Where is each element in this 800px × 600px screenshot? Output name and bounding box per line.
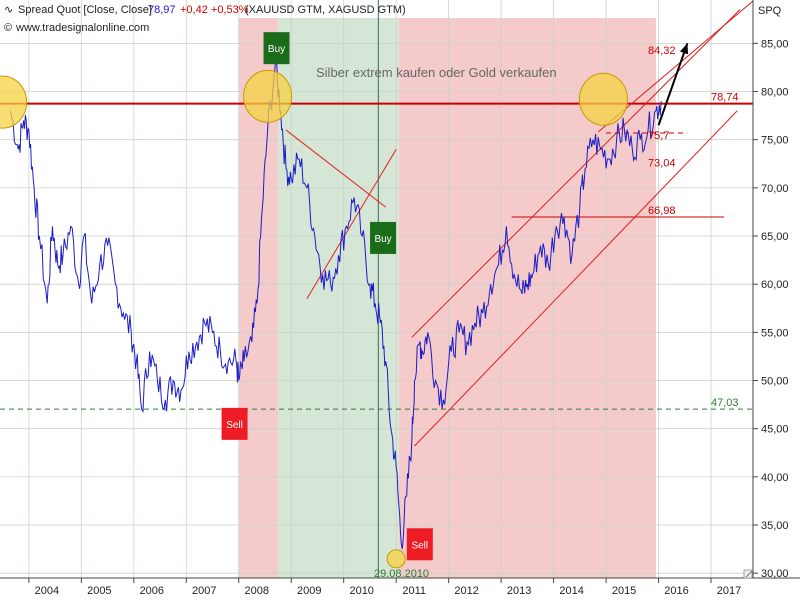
- y-tick-label-9: 75,00: [761, 135, 789, 147]
- x-axis-ticks: 2004 2005 2006 2007 2008 2009 2010 2011 2012 2013…: [28, 578, 741, 597]
- level-label-5: 47,03: [711, 397, 739, 409]
- x-tick-label-2012: 2012: [454, 585, 478, 597]
- x-tick-label-2011: 2011: [402, 585, 426, 597]
- y-tick-label-1: 35,00: [761, 520, 789, 532]
- header-change: +0,42 +0,53%: [180, 4, 249, 16]
- x-tick-label-2007: 2007: [192, 585, 216, 597]
- highlight-circle-0: [0, 75, 28, 129]
- x-tick-label-2013: 2013: [507, 585, 531, 597]
- x-tick-label-2004: 2004: [35, 585, 59, 597]
- x-tick-label-2010: 2010: [349, 585, 373, 597]
- level-label-2: 75,7: [648, 130, 669, 142]
- trend-line-2: [411, 9, 741, 338]
- header-symbols: (XAUUSD GTM, XAGUSD GTM): [245, 4, 406, 16]
- strategy-note: Silber extrem kaufen oder Gold verkaufen: [316, 65, 557, 80]
- x-tick-label-2017: 2017: [717, 585, 741, 597]
- header-last-value: 78,97: [148, 4, 176, 16]
- trend-line-3: [414, 110, 738, 447]
- y-axis-ticks: 30,00 35,00 40,00 45,00 50,00 55,00 60,00 65,00…: [753, 38, 789, 580]
- level-label-4: 66,98: [648, 205, 676, 217]
- website-label: www.tradesignalonline.com: [15, 22, 149, 34]
- signal-box-0: [263, 32, 290, 65]
- signal-label-0: Buy: [268, 44, 285, 55]
- grid-lines: [0, 0, 753, 578]
- zone-1: [278, 18, 399, 578]
- resize-grip-icon[interactable]: [743, 569, 753, 579]
- signal-box-3: [406, 528, 433, 561]
- signal-label-2: Sell: [226, 420, 243, 431]
- copyright-icon: ©: [4, 22, 12, 34]
- y-tick-label-3: 45,00: [761, 424, 789, 436]
- y-tick-label-10: 80,00: [761, 87, 789, 99]
- level-label-1: 78,74: [711, 92, 739, 104]
- x-tick-label-2005: 2005: [87, 585, 111, 597]
- x-tick-label-2014: 2014: [559, 585, 583, 597]
- axis-symbol-label: SPQ: [758, 5, 782, 17]
- resize-grip-mark: [745, 570, 753, 578]
- forecast-arrow: [657, 43, 689, 126]
- signal-box-1: [370, 221, 397, 254]
- signal-sell-2[interactable]: Sell: [221, 407, 248, 440]
- signal-markers[interactable]: Buy Buy Sell Sell: [221, 32, 433, 561]
- x-tick-label-2016: 2016: [664, 585, 688, 597]
- highlight-circle-3: [386, 549, 406, 569]
- x-tick-label-2015: 2015: [612, 585, 636, 597]
- signal-sell-3[interactable]: Sell: [406, 528, 433, 561]
- y-tick-label-8: 70,00: [761, 183, 789, 195]
- signal-buy-1[interactable]: Buy: [370, 221, 397, 254]
- price-series: [10, 55, 662, 550]
- highlight-circle-2: [578, 72, 628, 126]
- signal-label-3: Sell: [411, 540, 428, 551]
- level-labels: 84,32 78,74 75,7 73,04 66,98 47,03: [648, 45, 739, 409]
- x-tick-label-2009: 2009: [297, 585, 321, 597]
- signal-box-2: [221, 407, 248, 440]
- y-tick-label-2: 40,00: [761, 472, 789, 484]
- y-tick-label-11: 85,00: [761, 38, 789, 50]
- series-line-0: [10, 55, 662, 550]
- crosshair-date-label: 29.08.2010: [374, 568, 429, 580]
- highlight-circles: [0, 69, 628, 569]
- trend-line-1: [306, 149, 397, 299]
- header-title: Spread Quot [Close, Close]: [18, 4, 152, 16]
- y-tick-label-7: 65,00: [761, 231, 789, 243]
- y-tick-label-0: 30,00: [761, 568, 789, 580]
- signal-buy-0[interactable]: Buy: [263, 32, 290, 65]
- level-label-3: 73,04: [648, 158, 676, 170]
- signal-label-1: Buy: [374, 234, 391, 245]
- arrow-head-icon: [679, 43, 689, 55]
- y-tick-label-4: 50,00: [761, 376, 789, 388]
- arrow-shaft: [657, 43, 689, 126]
- level-label-0: 84,32: [648, 45, 676, 57]
- highlight-circle-1: [243, 69, 293, 123]
- y-tick-label-6: 60,00: [761, 279, 789, 291]
- x-tick-label-2006: 2006: [140, 585, 164, 597]
- trend-lines: [285, 0, 754, 447]
- series-icon: ∿: [4, 4, 13, 16]
- x-tick-label-2008: 2008: [245, 585, 269, 597]
- y-tick-label-5: 55,00: [761, 327, 789, 339]
